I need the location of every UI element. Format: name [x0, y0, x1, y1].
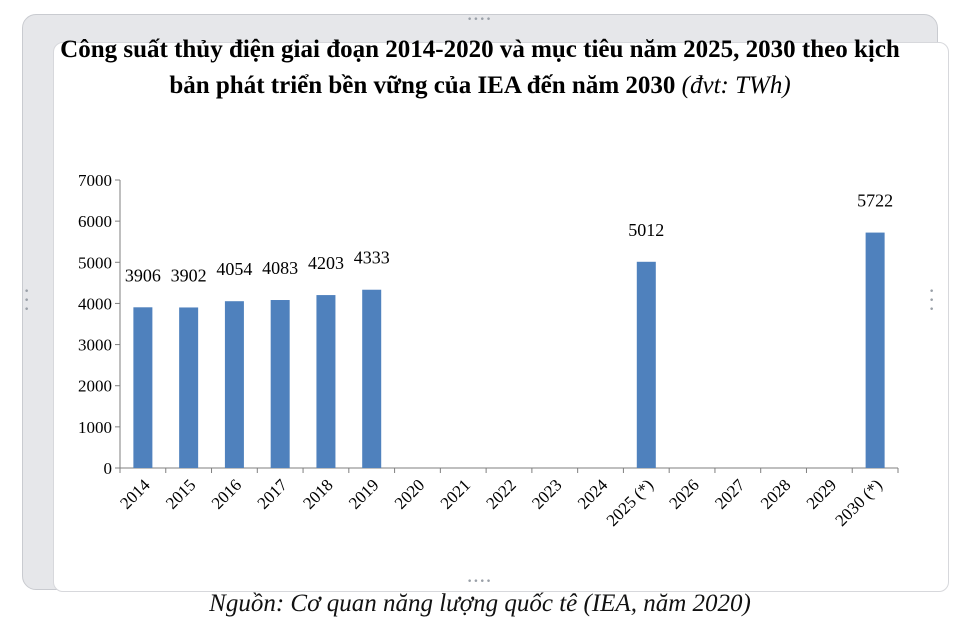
- y-tick-label: 6000: [78, 212, 112, 231]
- y-tick-label: 2000: [78, 377, 112, 396]
- y-tick-label: 4000: [78, 294, 112, 313]
- x-tick-label: 2028: [757, 475, 794, 512]
- x-tick-label: 2026: [665, 475, 702, 512]
- x-tick-label: 2023: [528, 475, 565, 512]
- x-tick-label: 2017: [254, 475, 292, 513]
- x-tick-label: 2018: [299, 475, 336, 512]
- data-label: 5012: [628, 220, 664, 240]
- bar: [362, 289, 382, 468]
- resize-handle-bottom[interactable]: ••••: [467, 577, 493, 587]
- chart-title-unit: (đvt: TWh): [681, 72, 791, 99]
- x-tick-label: 2022: [482, 475, 519, 512]
- data-label: 4083: [262, 258, 298, 278]
- bar: [865, 232, 885, 468]
- bar: [270, 300, 290, 468]
- bar: [316, 295, 336, 468]
- resize-handle-top[interactable]: ••••: [467, 15, 493, 25]
- y-tick-label: 1000: [78, 418, 112, 437]
- data-label: 4333: [354, 248, 390, 268]
- resize-handle-left[interactable]: • • •: [24, 287, 31, 315]
- chart-area: [53, 42, 949, 592]
- chart-frame: [22, 14, 949, 592]
- data-label: 3902: [171, 265, 207, 285]
- x-tick-label: 2029: [803, 475, 840, 512]
- x-tick-label: 2019: [345, 475, 382, 512]
- x-tick-label: 2030 (*): [831, 475, 886, 530]
- data-label: 3906: [125, 265, 161, 285]
- chart-title: Công suất thủy điện giai đoạn 2014-2020 …: [60, 32, 900, 104]
- y-tick-label: 3000: [78, 336, 112, 355]
- x-tick-label: 2020: [391, 475, 428, 512]
- y-tick-label: 7000: [78, 171, 112, 190]
- x-tick-label: 2024: [574, 475, 612, 513]
- x-tick-label: 2021: [437, 475, 474, 512]
- bar: [179, 307, 199, 468]
- x-tick-label: 2014: [116, 475, 154, 513]
- x-tick-label: 2015: [162, 475, 199, 512]
- data-label: 4054: [216, 259, 252, 279]
- data-label: 5722: [857, 191, 893, 211]
- bar: [133, 307, 153, 468]
- bar: [224, 301, 244, 468]
- resize-handle-right[interactable]: • • •: [929, 287, 936, 315]
- bar: [636, 261, 656, 468]
- y-tick-label: 0: [104, 459, 113, 478]
- source-caption: Nguồn: Cơ quan năng lượng quốc tê (IEA, …: [209, 590, 751, 617]
- chart-title-main: Công suất thủy điện giai đoạn 2014-2020 …: [60, 36, 900, 99]
- x-tick-label: 2025 (*): [603, 475, 658, 530]
- x-tick-label: 2027: [711, 475, 749, 513]
- x-tick-label: 2016: [208, 475, 245, 512]
- y-tick-label: 5000: [78, 253, 112, 272]
- data-label: 4203: [308, 253, 344, 273]
